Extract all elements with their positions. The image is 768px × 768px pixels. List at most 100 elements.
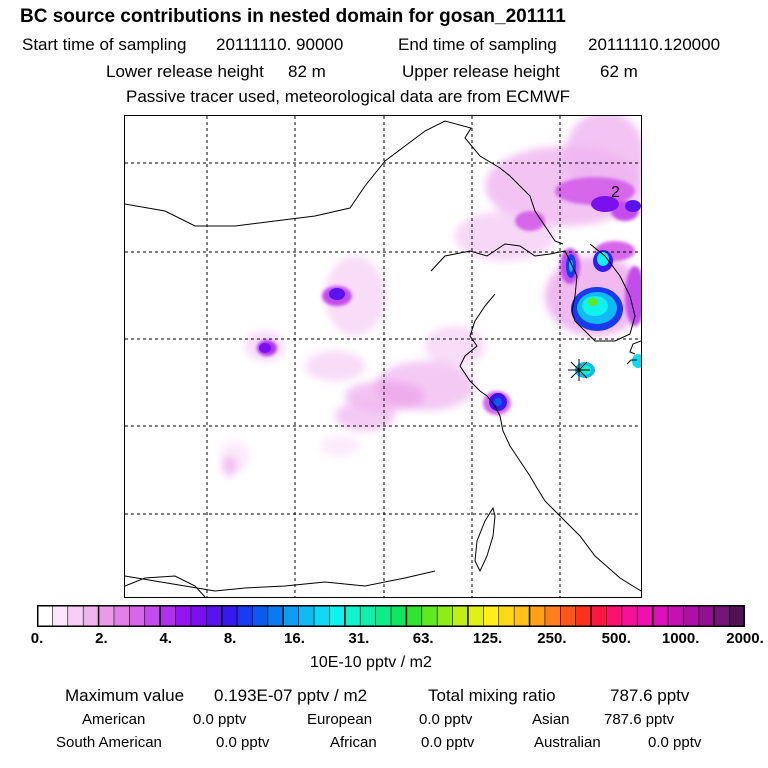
region-name: European bbox=[307, 711, 373, 728]
colorbar-swatch bbox=[360, 605, 377, 627]
colorbar-swatch bbox=[683, 605, 700, 627]
colorbar-swatch bbox=[729, 605, 745, 627]
contour-label: 2 bbox=[611, 184, 620, 201]
colorbar-swatch bbox=[67, 605, 84, 627]
colorbar-swatch bbox=[206, 605, 223, 627]
upper-release-value: 62 m bbox=[600, 62, 638, 81]
colorbar-tick-label: 2000. bbox=[726, 630, 764, 647]
lower-release-label: Lower release height bbox=[106, 62, 264, 81]
colorbar-swatch bbox=[221, 605, 238, 627]
colorbar-swatch bbox=[437, 605, 454, 627]
shandong-coast bbox=[459, 293, 641, 592]
start-time-value: 20111110. 90000 bbox=[216, 35, 344, 54]
colorbar-swatch bbox=[344, 605, 361, 627]
colorbar-frame bbox=[37, 605, 745, 627]
colorbar-swatch bbox=[606, 605, 623, 627]
colorbar-swatch bbox=[514, 605, 531, 627]
colorbar-swatch bbox=[237, 605, 253, 627]
colorbar-swatch bbox=[467, 605, 484, 627]
lat-lon-grid bbox=[125, 116, 641, 597]
colorbar-swatch bbox=[483, 605, 500, 627]
region-value: 0.0 pptv bbox=[648, 734, 702, 751]
colorbar-swatch bbox=[560, 605, 577, 627]
colorbar-swatch bbox=[391, 605, 407, 627]
colorbar-swatch bbox=[621, 605, 638, 627]
region-value: 787.6 pptv bbox=[604, 711, 675, 728]
map-panel: 2 bbox=[124, 115, 642, 598]
colorbar-swatch bbox=[144, 605, 161, 627]
plot-title: BC source contributions in nested domain… bbox=[20, 6, 566, 27]
japan-coast bbox=[629, 340, 641, 355]
map-canvas: 2 bbox=[125, 116, 641, 597]
bohai-coast bbox=[430, 243, 636, 342]
colorbar-swatch bbox=[544, 605, 561, 627]
region-value: 0.0 pptv bbox=[193, 711, 247, 728]
receptor-marker bbox=[568, 359, 590, 381]
colorbar-swatch bbox=[714, 605, 731, 627]
colorbar-swatch bbox=[406, 605, 423, 627]
colorbar-swatch bbox=[98, 605, 115, 627]
colorbar-swatch bbox=[498, 605, 515, 627]
colorbar-swatch bbox=[113, 605, 130, 627]
concentration-field: 2 bbox=[220, 116, 641, 476]
colorbar bbox=[37, 605, 745, 627]
region-value: 0.0 pptv bbox=[419, 711, 473, 728]
colorbar-swatch bbox=[160, 605, 177, 627]
colorbar-tick-label: 2. bbox=[95, 630, 108, 647]
region-value: 0.0 pptv bbox=[216, 734, 270, 751]
province-border bbox=[125, 570, 436, 592]
upper-release-label: Upper release height bbox=[402, 62, 560, 81]
start-time-label: Start time of sampling bbox=[22, 35, 187, 54]
colorbar-swatch bbox=[421, 605, 438, 627]
colorbar-units: 10E-10 pptv / m2 bbox=[310, 654, 432, 671]
tracer-note: Passive tracer used, meteorological data… bbox=[126, 87, 571, 106]
colorbar-tick-label: 4. bbox=[159, 630, 172, 647]
region-name: Asian bbox=[532, 711, 570, 728]
taiwan bbox=[474, 506, 496, 573]
colorbar-tick-label: 125. bbox=[472, 630, 503, 647]
total-mixing-label: Total mixing ratio bbox=[428, 686, 556, 705]
colorbar-swatch bbox=[252, 605, 269, 627]
colorbar-swatch bbox=[591, 605, 607, 627]
colorbar-swatch bbox=[298, 605, 315, 627]
region-name: South American bbox=[56, 734, 162, 751]
lower-release-value: 82 m bbox=[288, 62, 326, 81]
colorbar-swatch bbox=[267, 605, 284, 627]
colorbar-tick-label: 63. bbox=[412, 630, 434, 647]
southwest-border bbox=[125, 575, 206, 597]
northern-border bbox=[125, 120, 564, 245]
colorbar-swatch bbox=[652, 605, 669, 627]
colorbar-tick-label: 500. bbox=[601, 630, 631, 647]
colorbar-swatch bbox=[637, 605, 654, 627]
coastlines bbox=[125, 120, 641, 597]
colorbar-swatch bbox=[190, 605, 207, 627]
colorbar-swatch bbox=[83, 605, 100, 627]
colorbar-swatch bbox=[668, 605, 684, 627]
colorbar-swatch bbox=[698, 605, 715, 627]
colorbar-swatch bbox=[129, 605, 146, 627]
colorbar-swatch bbox=[329, 605, 346, 627]
region-value: 0.0 pptv bbox=[421, 734, 475, 751]
total-mixing-value: 787.6 pptv bbox=[610, 686, 690, 705]
end-time-label: End time of sampling bbox=[398, 35, 557, 54]
colorbar-tick-label: 1000. bbox=[661, 630, 700, 647]
colorbar-swatch bbox=[283, 605, 300, 627]
colorbar-tick-label: 8. bbox=[223, 630, 237, 647]
region-name: Australian bbox=[534, 734, 601, 751]
max-value-label: Maximum value bbox=[65, 686, 185, 705]
colorbar-tick-label: 16. bbox=[284, 630, 305, 647]
colorbar-swatch bbox=[375, 605, 392, 627]
colorbar-swatch bbox=[314, 605, 330, 627]
region-name: African bbox=[330, 734, 377, 751]
colorbar-tick-label: 31. bbox=[348, 630, 370, 647]
colorbar-swatch bbox=[37, 605, 53, 627]
colorbar-swatch bbox=[175, 605, 192, 627]
colorbar-swatch bbox=[575, 605, 592, 627]
end-time-value: 20111110.120000 bbox=[588, 35, 721, 54]
jeju-coast bbox=[626, 359, 637, 365]
colorbar-swatch bbox=[52, 605, 69, 627]
region-name: American bbox=[82, 711, 146, 728]
colorbar-tick-label: 0. bbox=[30, 630, 44, 647]
colorbar-swatch bbox=[529, 605, 546, 627]
colorbar-tick-label: 250. bbox=[537, 630, 567, 647]
